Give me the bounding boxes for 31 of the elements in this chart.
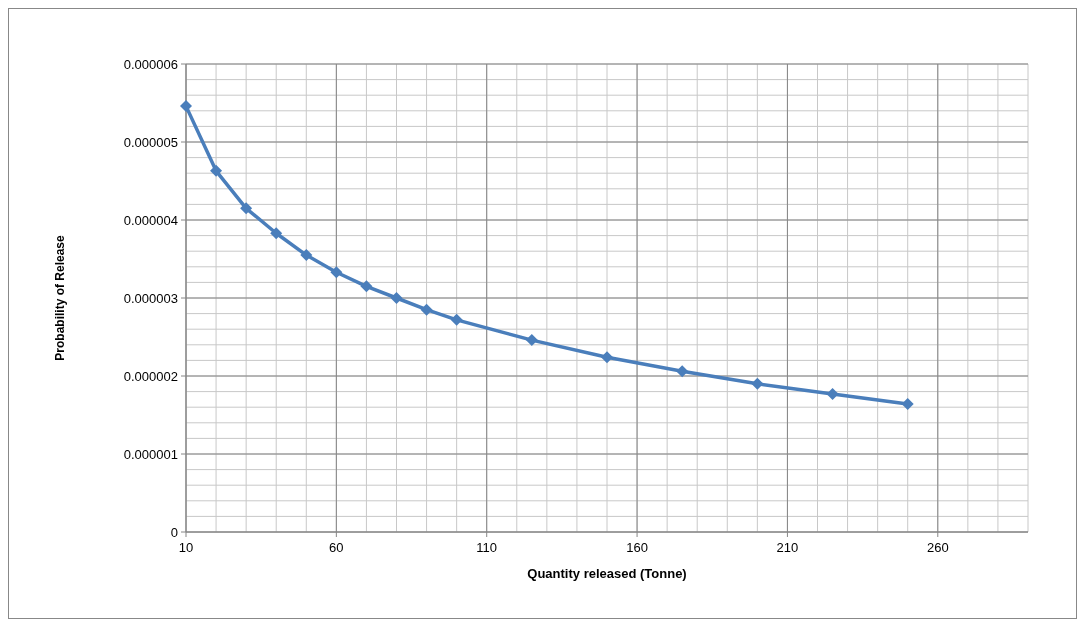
x-tick-label: 110: [476, 540, 498, 555]
y-tick-label: 0.000002: [123, 368, 178, 384]
x-tick-label: 160: [626, 540, 648, 555]
x-axis-title: Quantity released (Tonne): [527, 566, 687, 581]
x-tick-label: 60: [329, 540, 344, 555]
point: [180, 100, 192, 113]
x-tick-label: 10: [178, 540, 194, 555]
point: [901, 398, 914, 411]
x-tick-label: 210: [776, 540, 799, 555]
point: [300, 249, 313, 262]
y-tick-label: 0.000004: [123, 212, 178, 228]
point: [525, 334, 538, 347]
point: [360, 280, 373, 293]
point: [210, 164, 223, 177]
point: [390, 292, 403, 304]
point: [330, 266, 343, 279]
point: [601, 351, 613, 364]
point: [826, 387, 839, 400]
x-tick-label: 260: [926, 540, 949, 555]
point: [450, 313, 463, 326]
y-tick-label: 0: [170, 524, 178, 540]
point: [751, 377, 764, 390]
point: [676, 365, 689, 378]
point: [420, 303, 433, 316]
y-axis-title: Probability of Release: [53, 234, 67, 361]
y-tick-label: 0.000001: [123, 446, 178, 462]
point: [240, 202, 253, 215]
y-tick-label: 0.000006: [123, 56, 178, 72]
y-tick-label: 0.000005: [123, 134, 178, 150]
y-tick-label: 0.000003: [123, 290, 178, 306]
point: [270, 227, 283, 240]
